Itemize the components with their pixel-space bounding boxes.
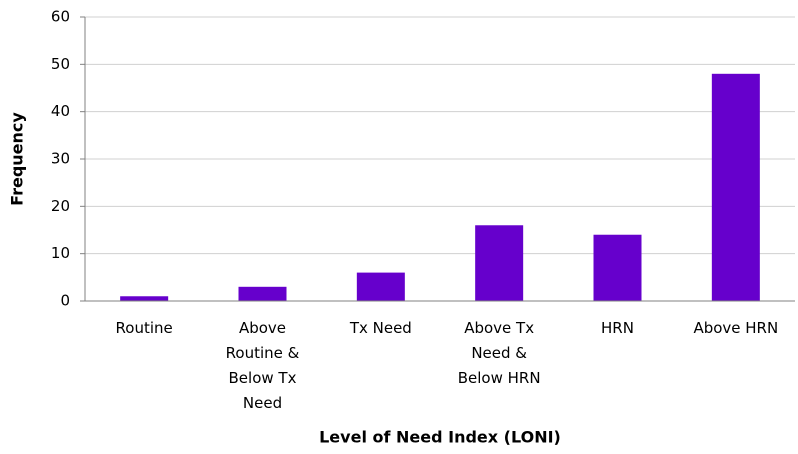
- y-tick-label: 20: [51, 197, 70, 215]
- x-tick-label: Above Routine & Below Tx Need: [226, 319, 300, 412]
- x-tick-label: HRN: [601, 319, 634, 337]
- bar: [593, 234, 642, 301]
- y-axis-title: Frequency: [8, 112, 27, 206]
- y-tick-label: 30: [51, 150, 70, 168]
- bar: [475, 225, 524, 301]
- bar: [356, 272, 405, 301]
- bar: [120, 296, 169, 301]
- y-tick-label: 50: [51, 55, 70, 73]
- x-axis-title: Level of Need Index (LONI): [319, 428, 561, 447]
- y-tick-label: 60: [51, 8, 70, 26]
- x-tick-label: Above HRN: [693, 319, 778, 337]
- y-tick-label: 10: [51, 244, 70, 262]
- bar: [711, 73, 760, 301]
- y-tick-label: 40: [51, 102, 70, 120]
- x-tick-label: Routine: [116, 319, 173, 337]
- x-tick-label: Above Tx Need & Below HRN: [458, 319, 541, 387]
- y-tick-label: 0: [60, 292, 70, 310]
- x-tick-label: Tx Need: [349, 319, 412, 337]
- bar: [238, 286, 287, 301]
